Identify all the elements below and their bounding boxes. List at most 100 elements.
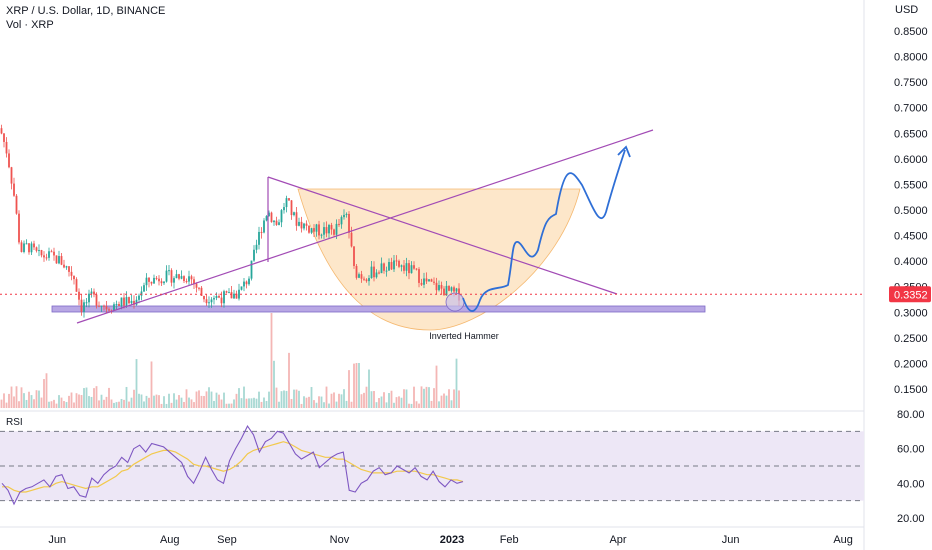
candle-body: [380, 263, 383, 274]
candle-body: [118, 303, 120, 306]
candle-body: [73, 275, 75, 280]
projection-path: [462, 149, 626, 312]
candle-body: [255, 244, 258, 250]
rsi-ma-line: [2, 441, 464, 493]
candle-body: [263, 220, 265, 233]
volume-bar: [193, 402, 195, 408]
volume-bar: [365, 386, 368, 408]
candle-body: [125, 297, 128, 306]
candle-body: [223, 291, 225, 304]
candle-body: [348, 213, 350, 233]
candle-body: [10, 167, 13, 184]
volume-bar: [385, 402, 388, 408]
volume-bar: [150, 361, 153, 408]
volume-bar: [403, 389, 405, 408]
candle-body: [248, 278, 250, 285]
volume-bar: [318, 396, 320, 408]
candle-body: [205, 299, 208, 304]
candle-body: [233, 293, 235, 299]
candle-body: [353, 246, 355, 266]
volume-bar: [413, 386, 415, 408]
cup-pattern: [297, 188, 581, 331]
price-tick-label: 0.2500: [894, 333, 928, 345]
candle-body: [208, 302, 210, 304]
candle-body: [325, 227, 328, 234]
volume-bar: [145, 395, 148, 408]
candle-body: [0, 128, 3, 134]
candle-body: [180, 276, 183, 279]
volume-bar: [208, 387, 210, 408]
volume-bar: [338, 393, 340, 408]
volume-bar: [73, 402, 75, 408]
volume-bar: [90, 396, 93, 408]
volume-bar: [420, 386, 423, 408]
candle-body: [440, 285, 443, 289]
falling-trendline: [267, 176, 618, 295]
candle-body: [68, 266, 70, 272]
candle-body: [258, 231, 260, 245]
candle-body: [455, 288, 458, 292]
candle-body: [183, 276, 185, 282]
volume-bar: [408, 403, 410, 408]
candle-body: [368, 278, 370, 282]
candle-body: [300, 221, 303, 229]
volume-bar: [428, 387, 430, 408]
volume-bar: [378, 398, 380, 408]
volume-bar: [43, 379, 45, 408]
volume-bar: [223, 392, 225, 408]
volume-label[interactable]: Vol · XRP: [6, 19, 54, 31]
candle-body: [238, 289, 240, 299]
volume-bar: [353, 363, 355, 408]
candle-body: [100, 305, 103, 307]
candle-body: [115, 303, 118, 305]
volume-bar: [233, 399, 235, 408]
candle-body: [435, 282, 438, 291]
volume-bar: [60, 397, 63, 408]
volume-bar: [453, 389, 455, 408]
candle-body: [428, 279, 430, 282]
support-zone: [51, 305, 706, 313]
volume-bar: [310, 386, 313, 408]
candle-body: [295, 212, 298, 226]
volume-bar: [350, 401, 353, 408]
candle-body: [123, 297, 125, 306]
volume-bar: [75, 393, 78, 408]
volume-bar: [243, 386, 245, 408]
symbol-title[interactable]: XRP / U.S. Dollar, 1D, BINANCE: [6, 5, 166, 17]
rsi-label[interactable]: RSI: [6, 417, 23, 428]
candle-body: [355, 265, 358, 278]
candle-body: [298, 221, 300, 226]
volume-bar: [93, 388, 95, 408]
volume-bar: [115, 402, 118, 408]
candle-body: [18, 213, 20, 243]
time-tick-label: 2023: [440, 534, 464, 546]
candle-body: [390, 262, 393, 270]
time-tick-label: Jun: [722, 534, 740, 546]
candle-body: [393, 260, 395, 270]
volume-bar: [195, 391, 198, 408]
volume-bar: [15, 386, 18, 408]
volume-bar: [270, 313, 273, 408]
price-tick-label: 0.7500: [894, 77, 928, 89]
candle-body: [313, 228, 315, 232]
candle-body: [140, 291, 143, 296]
volume-bar: [258, 391, 260, 408]
candle-body: [53, 251, 55, 256]
candle-body: [358, 274, 360, 278]
candle-body: [170, 270, 173, 283]
candle-body: [95, 294, 98, 306]
candle-body: [415, 268, 418, 270]
volume-bar: [425, 386, 428, 408]
candle-body: [210, 299, 213, 303]
volume-bar: [418, 403, 420, 408]
candle-body: [360, 274, 363, 279]
volume-bar: [240, 398, 243, 408]
price-tick-label: 0.5000: [894, 205, 928, 217]
candle-body: [188, 276, 190, 282]
volume-bar: [155, 394, 158, 408]
volume-bar: [335, 401, 338, 408]
volume-bar: [140, 394, 143, 408]
candle-body: [228, 292, 230, 294]
volume-bar: [383, 392, 385, 408]
